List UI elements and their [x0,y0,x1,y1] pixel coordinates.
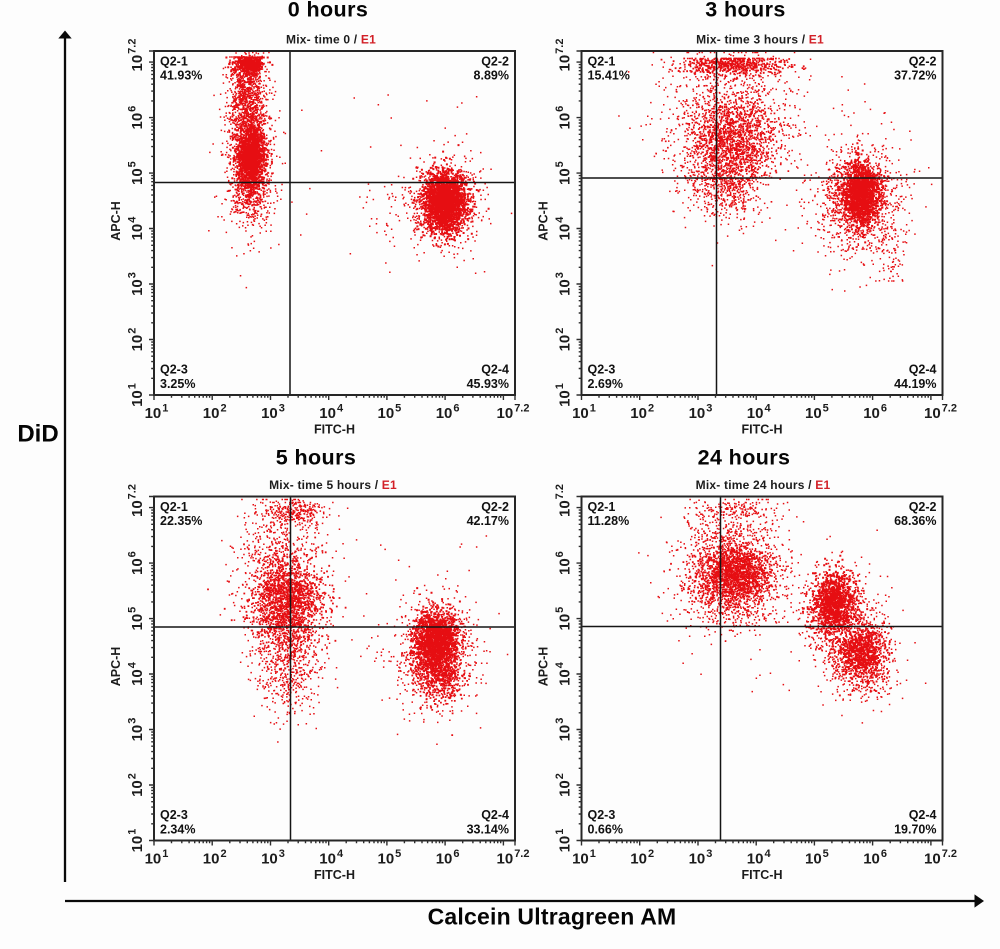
svg-text:2.69%: 2.69% [588,377,623,391]
svg-text:Q2-2: Q2-2 [481,55,509,69]
svg-text:42.17%: 42.17% [467,514,509,528]
svg-text:Q2-3: Q2-3 [588,808,616,822]
svg-text:DiD: DiD [17,421,58,448]
svg-text:Mix- time 0 / E1: Mix- time 0 / E1 [286,33,376,47]
svg-text:FITC-H: FITC-H [314,868,355,882]
svg-text:Q2-3: Q2-3 [160,363,188,377]
svg-text:33.14%: 33.14% [467,823,509,837]
svg-text:3.25%: 3.25% [160,377,195,391]
svg-text:Q2-1: Q2-1 [588,500,616,514]
svg-text:FITC-H: FITC-H [742,423,783,437]
svg-text:24 hours: 24 hours [698,446,791,470]
svg-text:0.66%: 0.66% [588,823,623,837]
svg-text:Mix- time 5 hours / E1: Mix- time 5 hours / E1 [269,478,397,492]
svg-text:Q2-4: Q2-4 [909,808,937,822]
svg-text:5 hours: 5 hours [276,446,356,470]
svg-text:Q2-1: Q2-1 [160,500,188,514]
svg-text:Q2-4: Q2-4 [481,363,509,377]
svg-text:Q2-4: Q2-4 [909,363,937,377]
svg-text:Q2-2: Q2-2 [909,55,937,69]
svg-text:Q2-2: Q2-2 [909,500,937,514]
svg-text:Mix- time 24 hours / E1: Mix- time 24 hours / E1 [696,478,831,492]
svg-text:2.34%: 2.34% [160,823,195,837]
svg-text:0 hours: 0 hours [288,0,368,22]
svg-text:Q2-2: Q2-2 [481,500,509,514]
svg-text:Q2-3: Q2-3 [588,363,616,377]
svg-text:11.28%: 11.28% [588,514,630,528]
svg-text:8.89%: 8.89% [474,69,509,83]
svg-text:68.36%: 68.36% [894,514,936,528]
svg-text:APC-H: APC-H [537,647,551,687]
svg-text:Q2-1: Q2-1 [160,55,188,69]
svg-text:45.93%: 45.93% [467,377,509,391]
svg-text:15.41%: 15.41% [588,69,630,83]
svg-text:19.70%: 19.70% [894,823,936,837]
svg-text:37.72%: 37.72% [894,69,936,83]
svg-text:22.35%: 22.35% [160,514,202,528]
svg-text:Mix- time 3 hours / E1: Mix- time 3 hours / E1 [696,33,824,47]
svg-text:APC-H: APC-H [109,647,123,687]
svg-text:Calcein Ultragreen AM: Calcein Ultragreen AM [428,904,677,930]
svg-text:3 hours: 3 hours [705,0,785,22]
svg-text:APC-H: APC-H [109,201,123,241]
svg-text:41.93%: 41.93% [160,69,202,83]
svg-text:APC-H: APC-H [537,201,551,241]
svg-text:Q2-4: Q2-4 [481,808,509,822]
svg-text:Q2-1: Q2-1 [588,55,616,69]
svg-text:44.19%: 44.19% [894,377,936,391]
svg-text:FITC-H: FITC-H [314,423,355,437]
svg-text:Q2-3: Q2-3 [160,808,188,822]
svg-text:FITC-H: FITC-H [742,868,783,882]
